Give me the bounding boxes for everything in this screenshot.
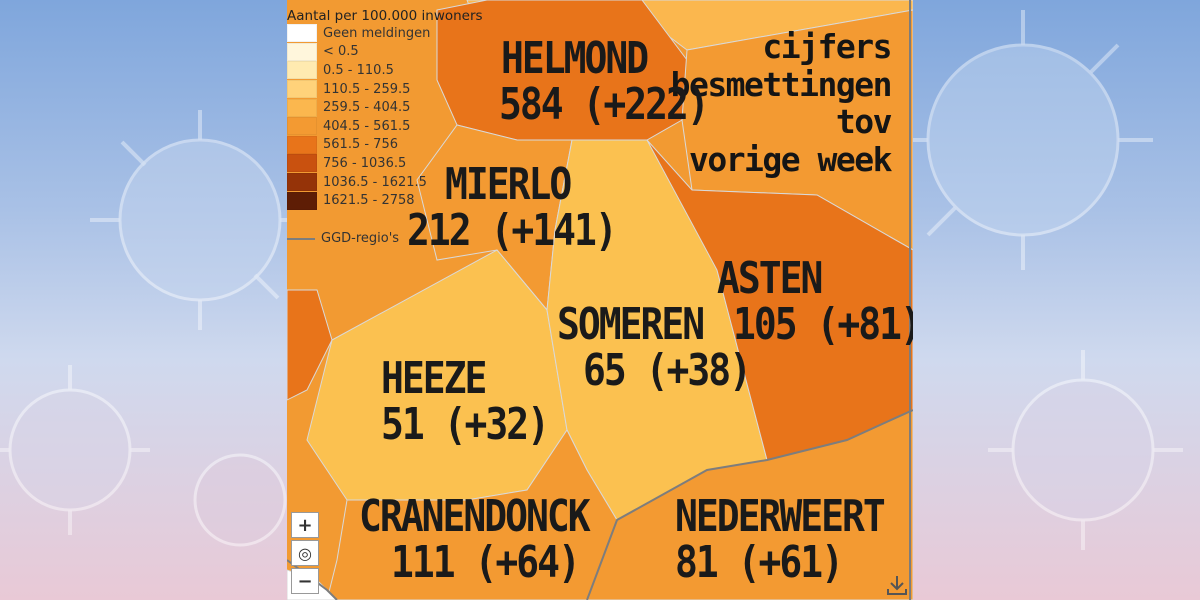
- caption-line: cijfers: [762, 27, 892, 66]
- map-caption: cijfers besmettingen tov vorige week: [670, 27, 893, 179]
- legend-region-label: GGD-regio's: [321, 231, 400, 247]
- label-someren: SOMEREN 65 (+38): [557, 298, 752, 396]
- legend-swatch: [287, 61, 317, 80]
- legend-class-label: 0.5 - 110.5: [323, 62, 394, 78]
- region-helmond[interactable]: [436, 0, 688, 141]
- municipality-name: CRANENDONCK: [359, 490, 591, 542]
- zoom-out-button[interactable]: −: [291, 568, 319, 594]
- municipality-name: HEEZE: [381, 352, 487, 404]
- municipality-name: SOMEREN: [557, 298, 705, 350]
- virus-illustration-icon: [913, 10, 1183, 550]
- municipality-value: 81 (+61): [675, 536, 844, 588]
- label-heeze: HEEZE 51 (+32): [381, 352, 550, 450]
- download-icon[interactable]: [885, 574, 909, 596]
- legend-class-row: 110.5 - 259.5: [287, 80, 517, 99]
- legend-class-row: 756 - 1036.5: [287, 154, 517, 173]
- legend-swatch: [287, 24, 317, 43]
- legend-swatch: [287, 191, 317, 210]
- caption-line: vorige week: [688, 139, 893, 179]
- legend-class-label: 561.5 - 756: [323, 137, 398, 153]
- target-icon: ◎: [298, 543, 312, 563]
- legend-swatch: [287, 135, 317, 154]
- municipality-name: ASTEN: [717, 252, 823, 304]
- map-legend: Aantal per 100.000 inwoners Geen melding…: [287, 8, 517, 248]
- legend-swatch: [287, 80, 317, 99]
- municipality-value: 111 (+64): [391, 536, 581, 588]
- legend-class-label: < 0.5: [323, 44, 359, 60]
- region-asten[interactable]: [646, 139, 913, 461]
- legend-class-row: 1036.5 - 1621.5: [287, 173, 517, 192]
- legend-swatch: [287, 117, 317, 136]
- legend-swatch: [287, 42, 317, 61]
- legend-class-row: 561.5 - 756: [287, 135, 517, 155]
- choropleth-map[interactable]: Aantal per 100.000 inwoners Geen melding…: [287, 0, 913, 600]
- municipality-name: MIERLO: [445, 158, 572, 210]
- zoom-in-button[interactable]: +: [291, 512, 319, 538]
- legend-class-label: 259.5 - 404.5: [323, 100, 411, 116]
- legend-class-label: 756 - 1036.5: [323, 155, 407, 171]
- legend-swatch: [287, 173, 317, 192]
- legend-classes: Geen meldingen < 0.5 0.5 - 110.5 110.5 - 25…: [287, 24, 517, 210]
- municipality-name: HELMOND: [501, 32, 649, 84]
- legend-class-row: 0.5 - 110.5: [287, 61, 517, 80]
- municipality-name: NEDERWEERT: [675, 490, 886, 542]
- legend-class-label: Geen meldingen: [323, 25, 431, 41]
- ggd-region-line: [586, 409, 913, 600]
- caption-line: tov: [835, 102, 893, 142]
- virus-illustration-icon: [0, 110, 300, 547]
- legend-swatch: [287, 98, 317, 117]
- region-line-swatch: [287, 237, 315, 240]
- caption-line: besmettingen: [670, 64, 893, 104]
- legend-class-row: < 0.5: [287, 42, 517, 62]
- region-left-edge[interactable]: [287, 289, 333, 401]
- municipality-value: 51 (+32): [381, 398, 550, 450]
- legend-title: Aantal per 100.000 inwoners: [287, 8, 483, 24]
- legend-class-row: 404.5 - 561.5: [287, 117, 517, 136]
- label-helmond: HELMOND 584 (+222): [499, 32, 710, 130]
- label-mierlo: MIERLO 212 (+141): [407, 158, 618, 256]
- municipality-value: 584 (+222): [499, 78, 710, 130]
- legend-swatch: [287, 154, 317, 173]
- label-cranendonck: CRANENDONCK 111 (+64): [359, 490, 591, 588]
- legend-class-row: 259.5 - 404.5: [287, 98, 517, 117]
- legend-class-label: 1621.5 - 2758: [323, 193, 415, 209]
- legend-class-row: 1621.5 - 2758: [287, 191, 517, 210]
- legend-class-row: Geen meldingen: [287, 24, 517, 43]
- legend-region-line: GGD-regio's: [287, 230, 517, 248]
- label-nederweert: NEDERWEERT 81 (+61): [675, 490, 886, 588]
- label-asten: ASTEN 105 (+81): [717, 252, 913, 350]
- region-cranendonck[interactable]: [326, 429, 618, 600]
- municipality-value: 212 (+141): [407, 204, 618, 256]
- locate-button[interactable]: ◎: [291, 540, 319, 566]
- legend-class-label: 1036.5 - 1621.5: [323, 174, 427, 190]
- legend-class-label: 110.5 - 259.5: [323, 81, 411, 97]
- municipality-value: 65 (+38): [583, 344, 752, 396]
- municipality-value: 105 (+81): [733, 298, 913, 350]
- map-regions[interactable]: [287, 0, 913, 600]
- legend-class-label: 404.5 - 561.5: [323, 118, 411, 134]
